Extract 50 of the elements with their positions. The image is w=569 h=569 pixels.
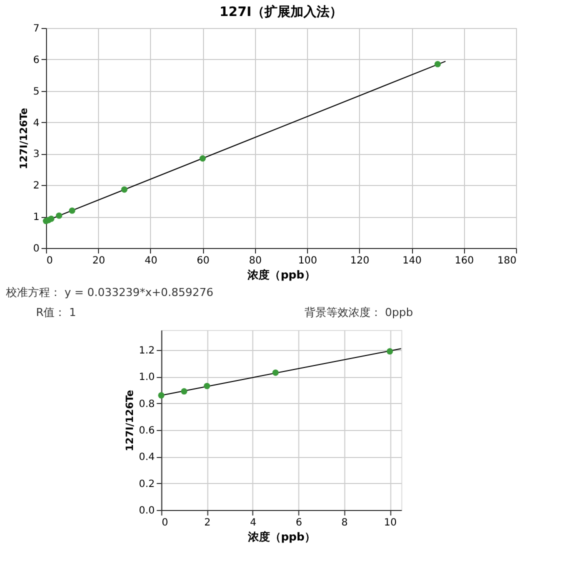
x-tick-label: 6 [296,518,302,528]
x-tick-label: 8 [341,518,348,528]
x-tick-label: 10 [384,518,397,528]
x-tick-label: 4 [250,518,256,528]
y-axis-title: 127I/126Te [19,108,30,170]
point [48,216,54,222]
x-tick-label: 0 [162,518,168,528]
x-tick-label: 180 [497,256,516,266]
y-tick-label: 0.6 [138,426,155,436]
y-tick-label: 5 [33,86,40,98]
text: 背景等效浓度： 0ppb [304,306,413,319]
text: R值： 1 [36,306,76,319]
point [158,392,164,398]
y-tick-label: 0 [33,244,40,254]
point [121,186,128,193]
point [56,212,62,219]
y-tick-label: 7 [33,24,40,34]
x-tick-label: 100 [298,256,318,266]
point [386,348,393,354]
y-tick-label: 0.8 [138,398,155,410]
x-axis-title: 浓度（ppb） [246,268,316,282]
y-tick-label: 1.2 [138,346,155,356]
x-tick-label: 160 [454,256,474,266]
y-axis-title: 127I/126Te [124,390,136,452]
point [204,382,210,390]
x-tick-label: 2 [204,518,211,528]
x-tick-label: 140 [402,256,422,266]
x-tick-label: 40 [144,256,158,266]
x-tick-label: 20 [92,256,106,266]
point [272,370,279,376]
point [200,155,206,162]
point [180,388,188,394]
y-tick-label: 1.0 [138,372,155,384]
y-tick-label: 6 [33,54,40,66]
x-tick-label: 60 [196,256,210,266]
y-tick-label: 0.2 [138,478,155,490]
text: 校准方程： y = 0.033239*x+0.859276 [5,286,214,299]
point [68,207,76,214]
x-tick-label: 120 [350,256,370,266]
x-tick-label: 80 [249,256,262,266]
y-tick-label: 3 [33,149,40,160]
y-tick-label: 2 [33,180,40,192]
y-tick-label: 0.4 [138,452,155,464]
y-tick-label: 1 [33,212,40,224]
y-tick-label: 0.0 [138,506,155,516]
x-tick-label: 0 [46,256,53,266]
chart-title: 127I（扩展加入法） [220,4,342,20]
point [434,60,441,68]
y-tick-label: 4 [33,118,40,129]
x-axis-title: 浓度（ppb） [246,530,316,544]
